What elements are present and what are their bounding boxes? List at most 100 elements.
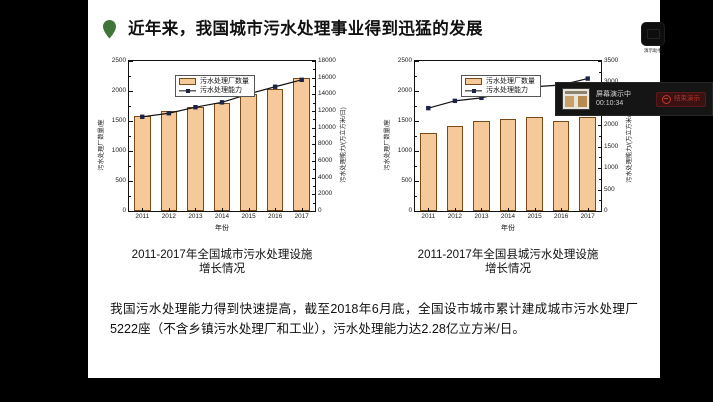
- app-icon[interactable]: 演示助手: [638, 22, 668, 56]
- slide-title-row: 近年来，我国城市污水处理事业得到迅猛的发展: [102, 14, 642, 44]
- y2-tick-label: 2000: [604, 121, 619, 129]
- y-minor-tick: [415, 106, 417, 107]
- chart-city-bars: [129, 61, 315, 211]
- y2-minor-tick: [313, 136, 315, 137]
- y-tick-mark: [129, 91, 133, 92]
- y2-tick-label: 0: [604, 206, 608, 214]
- map-pin-icon: [102, 19, 117, 39]
- y2-minor-tick: [599, 71, 601, 73]
- legend-bar-label: 污水处理厂数量: [200, 78, 249, 85]
- chart-city-legend: 污水处理厂数量 污水处理能力: [175, 75, 255, 97]
- chart-city-axes: 污水处理厂数量 污水处理能力 0 500 1000 1500 2000 2500 0 2000…: [112, 57, 336, 220]
- line-marker-2013: [193, 105, 198, 110]
- x-tick-mark: [587, 207, 589, 211]
- x-tick-mark: [481, 207, 483, 211]
- legend-item-bars: 污水处理厂数量: [465, 78, 535, 85]
- line-marker-2011: [426, 105, 431, 111]
- chart-city-plot: 污水处理厂数量/座 污水处理能力/(万立方米/日) 污水处理厂数量: [94, 52, 350, 238]
- x-tick-mark: [168, 207, 170, 211]
- y2-tick-mark: [311, 111, 315, 112]
- x-tick-label: 2015: [241, 213, 256, 220]
- y-tick-mark: [415, 151, 419, 152]
- stop-recording-button[interactable]: 结束演示: [656, 91, 706, 107]
- y-tick-label: 1000: [111, 146, 126, 154]
- x-tick-label: 2012: [161, 213, 176, 220]
- chart-city-line: [140, 77, 304, 120]
- legend-bar-swatch: [465, 78, 482, 85]
- y2-tick-mark: [311, 211, 315, 212]
- x-tick-mark: [534, 207, 536, 211]
- y2-tick-label: 500: [604, 185, 615, 193]
- chart-county-plot: 污水处理厂数量/座 污水处理能力/(万立方米/日) 污水处理厂数量: [380, 52, 636, 238]
- y2-tick-mark: [597, 211, 601, 212]
- y-tick-mark: [415, 211, 419, 212]
- stop-recording-label: 结束演示: [674, 94, 700, 102]
- y-tick-mark: [129, 151, 133, 152]
- y2-tick-label: 4000: [318, 173, 333, 181]
- x-tick-label: 2014: [214, 213, 230, 220]
- y2-minor-tick: [599, 178, 601, 180]
- slide-canvas: 近年来，我国城市污水处理事业得到迅猛的发展 污水处理厂数量/座 污水处理能力/(…: [88, 0, 660, 378]
- y-tick-mark: [129, 121, 133, 122]
- chart-county-ylabel: 污水处理厂数量/座: [383, 119, 391, 171]
- x-tick-label: 2016: [268, 213, 283, 220]
- y-tick-label: 2000: [111, 86, 126, 94]
- chart-county-bars: [415, 61, 601, 211]
- x-tick-mark: [142, 207, 144, 211]
- app-icon-caption: 演示助手: [644, 48, 662, 53]
- legend-line-swatch: [179, 87, 196, 94]
- y-tick-label: 1500: [397, 116, 412, 124]
- legend-item-line: 污水处理能力: [465, 87, 535, 94]
- x-tick-label: 2017: [580, 213, 595, 220]
- x-tick-mark: [275, 207, 277, 211]
- y-minor-tick: [129, 76, 131, 77]
- line-marker-2016: [272, 84, 278, 89]
- legend-item-line: 污水处理能力: [179, 87, 249, 94]
- y-minor-tick: [415, 76, 417, 77]
- line-marker-2017: [299, 77, 304, 83]
- screen-recording-widget[interactable]: 屏幕演示中 00:10:34 结束演示: [555, 82, 713, 116]
- y-tick-mark: [415, 181, 419, 182]
- slide-thumbnail-icon[interactable]: [562, 88, 590, 110]
- y2-tick-mark: [597, 189, 601, 191]
- y-tick-mark: [129, 181, 133, 182]
- y-tick-label: 2500: [397, 56, 412, 64]
- bar-2016: [552, 120, 570, 211]
- y-minor-tick: [415, 196, 417, 197]
- line-marker-2012: [452, 98, 458, 104]
- y2-tick-label: 18000: [318, 56, 336, 64]
- legend-item-bars: 污水处理厂数量: [179, 78, 249, 85]
- x-tick-label: 2013: [188, 213, 203, 220]
- chart-county: 污水处理厂数量/座 污水处理能力/(万立方米/日) 污水处理厂数量: [380, 52, 636, 275]
- x-tick-label: 2016: [554, 213, 569, 220]
- recording-status-label: 屏幕演示中: [596, 90, 631, 98]
- y-tick-label: 1500: [111, 116, 126, 124]
- chart-county-caption-line1: 2011-2017年全国县城污水处理设施: [417, 249, 599, 261]
- y-tick-label: 500: [115, 176, 126, 184]
- line-marker-2013: [479, 95, 484, 101]
- body-paragraph: 我国污水处理能力得到快速提高，截至2018年6月底，全国设市城市累计建成城市污水…: [110, 302, 638, 336]
- x-tick-label: 2014: [500, 213, 516, 220]
- legend-line-label: 污水处理能力: [486, 87, 528, 94]
- chart-city: 污水处理厂数量/座 污水处理能力/(万立方米/日) 污水处理厂数量: [94, 52, 350, 275]
- y2-tick-mark: [311, 194, 315, 196]
- y2-tick-mark: [311, 77, 315, 79]
- y2-minor-tick: [599, 200, 601, 202]
- y2-tick-mark: [597, 125, 601, 127]
- legend-bar-swatch: [179, 78, 196, 85]
- y-tick-label: 2000: [397, 86, 412, 94]
- x-tick-label: 2012: [447, 213, 462, 220]
- x-tick-label: 2011: [421, 213, 436, 220]
- bar-2016: [266, 88, 284, 211]
- x-tick-mark: [428, 207, 430, 211]
- y-tick-label: 0: [408, 206, 412, 214]
- y-tick-label: 1000: [397, 146, 412, 154]
- y2-tick-mark: [311, 144, 315, 146]
- y-tick-mark: [415, 121, 419, 122]
- x-tick-mark: [248, 207, 250, 211]
- chart-county-xlabel: 年份: [501, 225, 515, 232]
- y2-minor-tick: [313, 119, 315, 121]
- legend-bar-label: 污水处理厂数量: [486, 78, 535, 85]
- x-tick-label: 2013: [474, 213, 489, 220]
- y2-minor-tick: [313, 86, 315, 87]
